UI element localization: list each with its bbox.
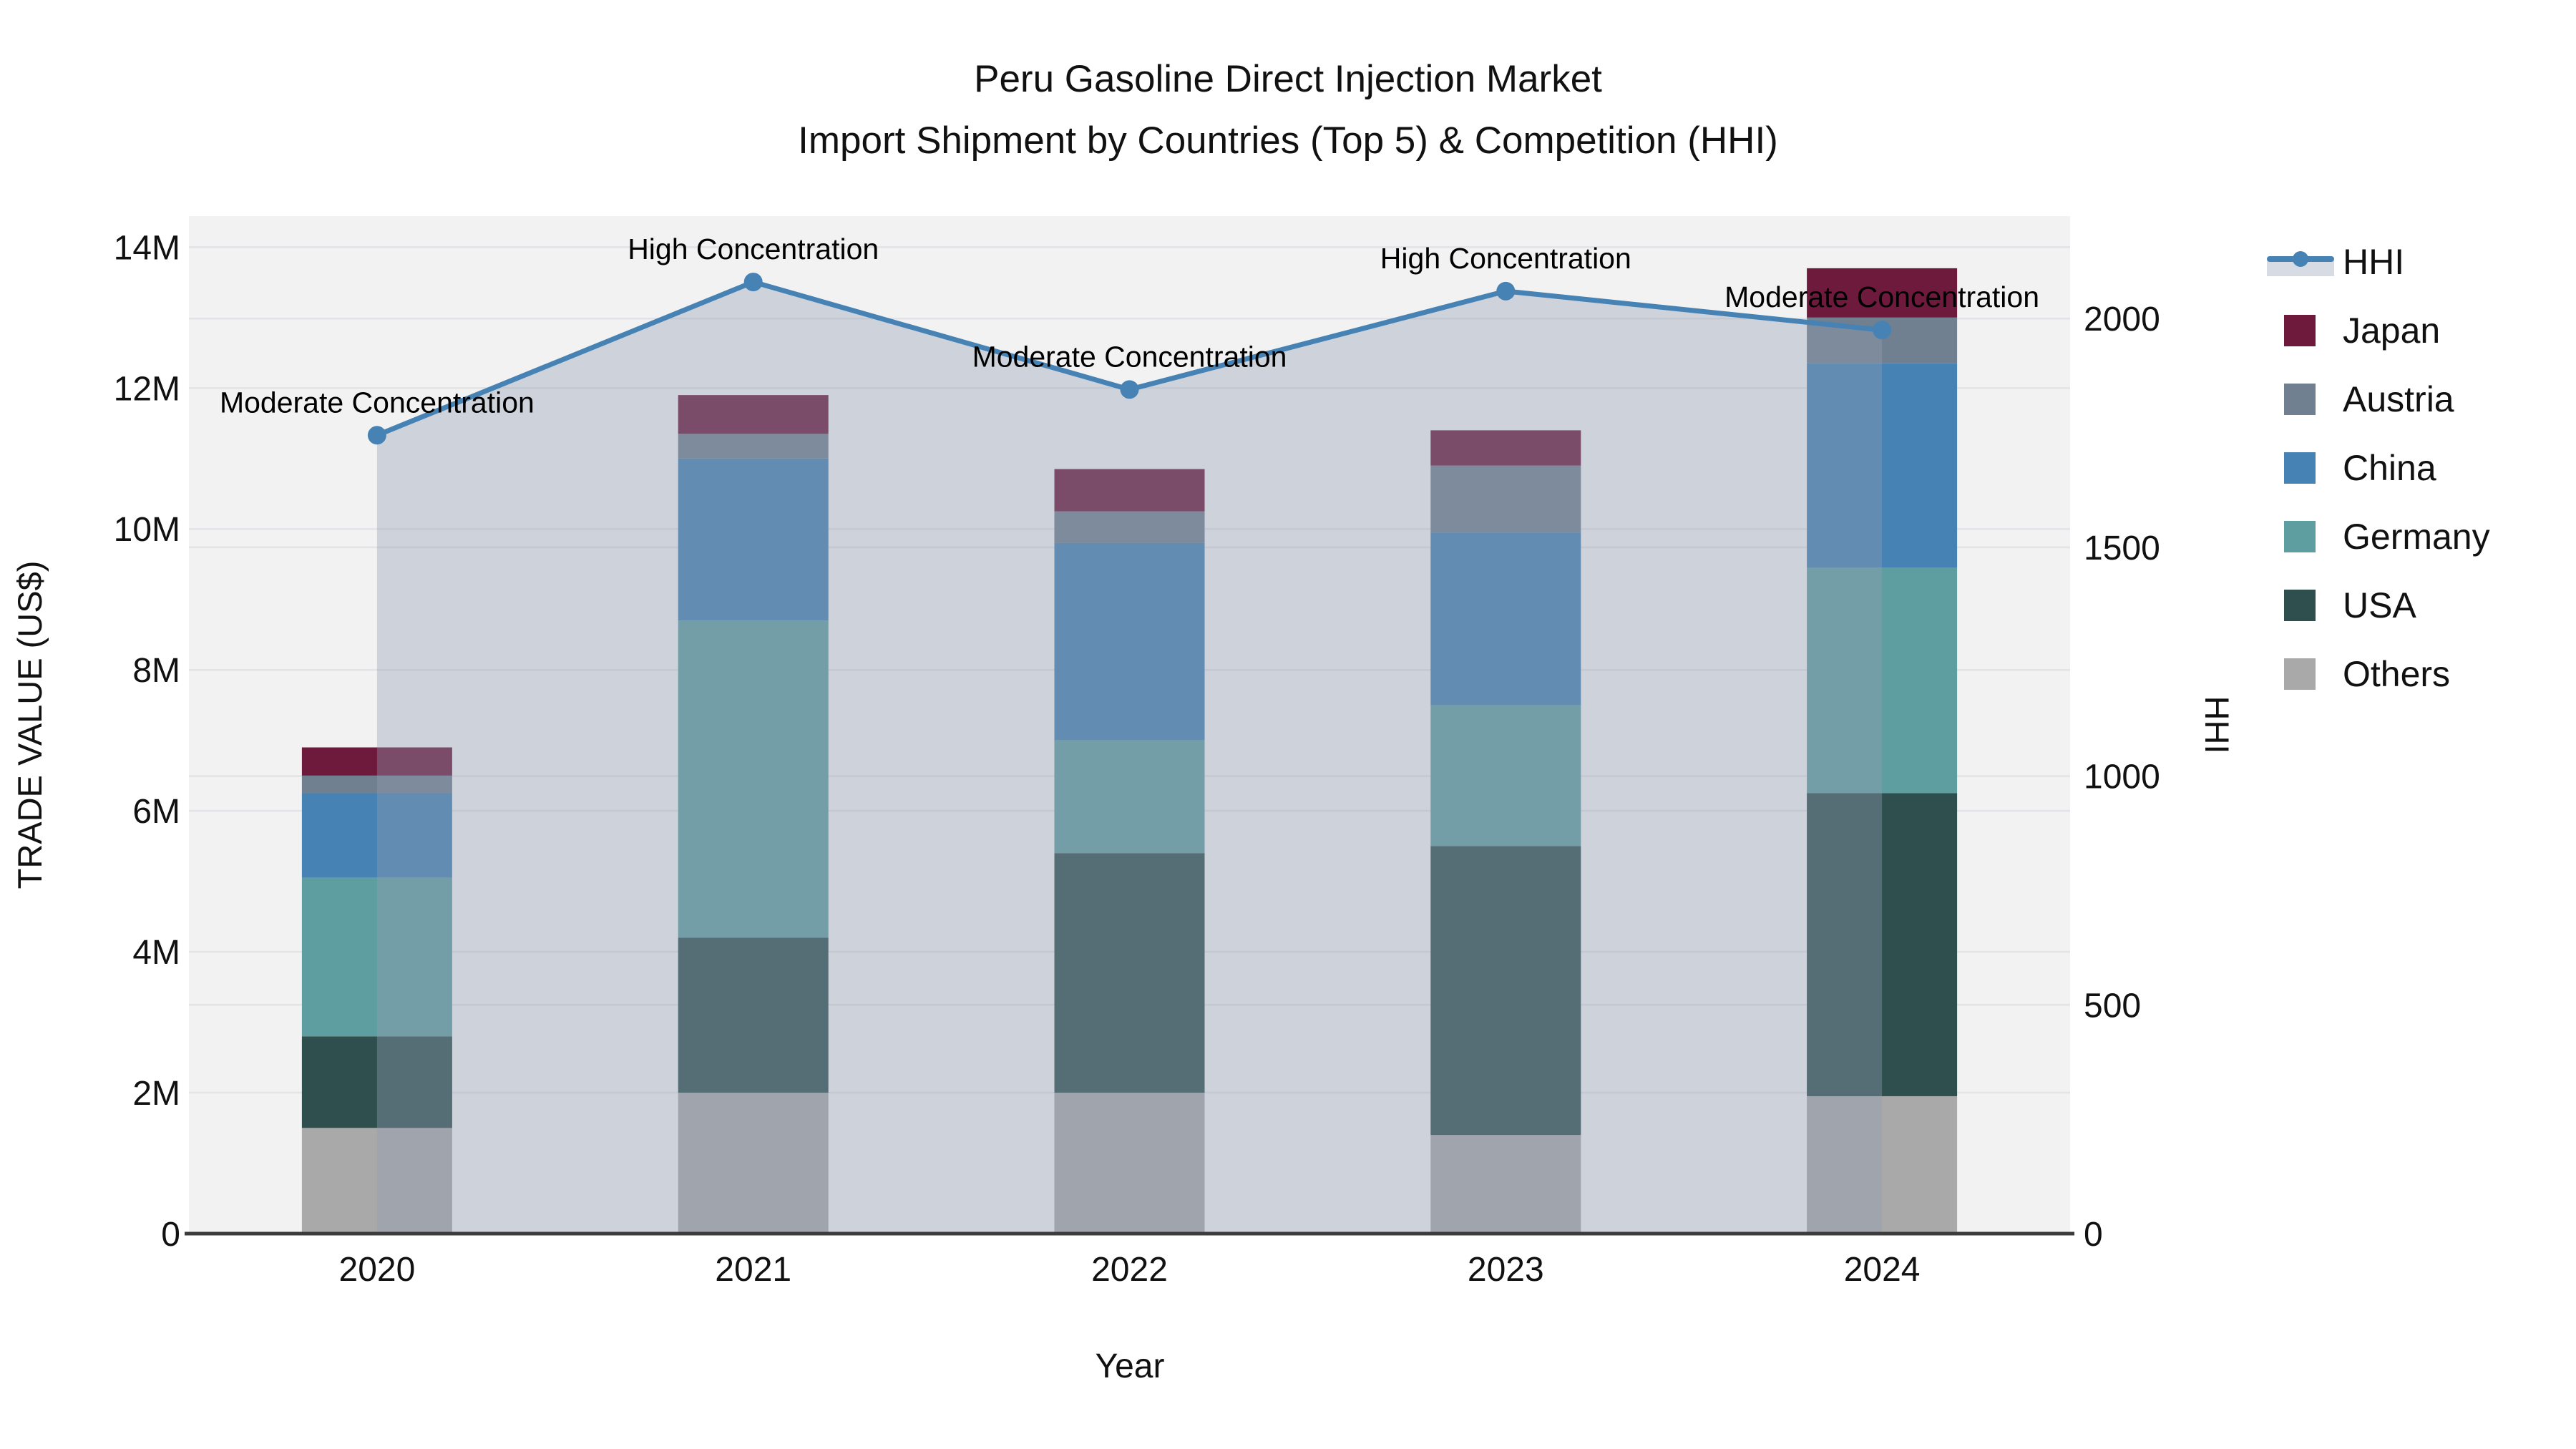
legend-swatch-japan (2284, 315, 2316, 346)
y1-tick-6M: 6M (132, 793, 180, 831)
chart-title-line2: Import Shipment by Countries (Top 5) & C… (798, 119, 1778, 162)
bar-segment-usa-2023[interactable] (1430, 846, 1581, 1136)
bar-segment-china-2020[interactable] (301, 793, 452, 878)
bar-segment-others-2022[interactable] (1054, 1093, 1205, 1234)
legend-label-china: China (2343, 448, 2436, 488)
legend-label-japan: Japan (2343, 311, 2441, 351)
bar-segment-japan-2021[interactable] (678, 395, 829, 434)
legend-label-usa: USA (2343, 585, 2416, 625)
hhi-area (376, 282, 1883, 1234)
bar-segment-china-2023[interactable] (1430, 532, 1581, 706)
x-tick-2023: 2023 (1468, 1251, 1544, 1289)
hhi-marker-2022[interactable] (1120, 380, 1139, 399)
bar-segment-austria-2022[interactable] (1054, 511, 1205, 543)
legend-label-austria: Austria (2343, 379, 2454, 419)
hhi-marker-2023[interactable] (1496, 281, 1516, 301)
legend: HHI Japan Austria China Germany USA Others (2267, 228, 2567, 708)
bar-segment-germany-2023[interactable] (1430, 705, 1581, 847)
x-tick-2024: 2024 (1844, 1251, 1921, 1289)
x-tick-2022: 2022 (1091, 1251, 1168, 1289)
annotation-2024: Moderate Concentration (1724, 280, 2039, 313)
y2-tick-1000: 1000 (2084, 758, 2160, 796)
bar-segment-others-2024[interactable] (1807, 1096, 1958, 1234)
hhi-line-icon (2267, 242, 2334, 282)
y1-tick-12M: 12M (114, 370, 180, 408)
bar-segment-austria-2020[interactable] (301, 775, 452, 794)
legend-item-usa[interactable]: USA (2267, 571, 2567, 640)
bar-segment-austria-2023[interactable] (1430, 465, 1581, 533)
y2-tick-0: 0 (2084, 1216, 2103, 1254)
annotation-2023: High Concentration (1380, 242, 1631, 275)
bar-segment-austria-2021[interactable] (678, 434, 829, 459)
y1-tick-4M: 4M (132, 934, 180, 972)
chart-title: Peru Gasoline Direct Injection Market Im… (0, 49, 2576, 172)
bar-segment-germany-2020[interactable] (301, 877, 452, 1037)
legend-item-china[interactable]: China (2267, 434, 2567, 502)
chart-title-line1: Peru Gasoline Direct Injection Market (974, 58, 1602, 100)
bar-segment-japan-2022[interactable] (1054, 469, 1205, 512)
legend-label-hhi: HHI (2343, 242, 2405, 282)
annotation-2020: Moderate Concentration (220, 386, 535, 419)
legend-label-germany: Germany (2343, 517, 2490, 557)
legend-swatch-china (2284, 452, 2316, 484)
hhi-marker-2024[interactable] (1873, 321, 1892, 340)
bar-segment-others-2020[interactable] (301, 1128, 452, 1234)
bar-segment-germany-2021[interactable] (678, 620, 829, 938)
bar-segment-usa-2020[interactable] (301, 1036, 452, 1128)
bar-segment-usa-2022[interactable] (1054, 853, 1205, 1093)
bar-segment-china-2022[interactable] (1054, 542, 1205, 741)
stacked-bars (301, 268, 1958, 1234)
y1-tick-2M: 2M (132, 1075, 180, 1113)
hhi-marker-2020[interactable] (367, 426, 386, 445)
legend-swatch-germany (2284, 521, 2316, 552)
annotation-2021: High Concentration (628, 233, 879, 265)
legend-swatch-others (2284, 658, 2316, 690)
bar-segment-china-2024[interactable] (1807, 363, 1958, 568)
y-axis-title-right: HHI (2198, 696, 2236, 754)
bar-segment-usa-2021[interactable] (678, 937, 829, 1093)
y1-tick-0: 0 (161, 1216, 180, 1254)
legend-item-others[interactable]: Others (2267, 640, 2567, 708)
legend-item-germany[interactable]: Germany (2267, 502, 2567, 571)
bar-segment-japan-2020[interactable] (301, 747, 452, 776)
x-tick-2021: 2021 (715, 1251, 791, 1289)
legend-item-austria[interactable]: Austria (2267, 365, 2567, 434)
hhi-area-fill (376, 282, 1883, 1234)
y2-tick-1500: 1500 (2084, 530, 2160, 567)
bar-segment-others-2021[interactable] (678, 1093, 829, 1234)
bar-segment-germany-2022[interactable] (1054, 740, 1205, 854)
bar-segment-germany-2024[interactable] (1807, 567, 1958, 794)
bar-segment-china-2021[interactable] (678, 458, 829, 621)
bar-segment-japan-2023[interactable] (1430, 430, 1581, 466)
legend-item-hhi[interactable]: HHI (2267, 228, 2567, 296)
annotation-2022: Moderate Concentration (972, 340, 1287, 373)
hhi-line (367, 273, 1892, 445)
bar-segment-japan-2024[interactable] (1807, 268, 1958, 318)
y2-tick-500: 500 (2084, 987, 2141, 1025)
bar-segment-usa-2024[interactable] (1807, 793, 1958, 1096)
y1-tick-8M: 8M (132, 652, 180, 690)
y-axis-title-left: TRADE VALUE (US$) (11, 561, 49, 889)
x-tick-2020: 2020 (339, 1251, 416, 1289)
y2-tick-2000: 2000 (2084, 301, 2160, 338)
hhi-marker-2021[interactable] (743, 273, 763, 292)
legend-swatch-usa (2284, 590, 2316, 621)
y1-tick-14M: 14M (114, 229, 180, 267)
legend-label-others: Others (2343, 654, 2451, 694)
bar-segment-others-2023[interactable] (1430, 1135, 1581, 1234)
legend-swatch-austria (2284, 384, 2316, 415)
x-axis-title: Year (1096, 1347, 1165, 1385)
annotations: Moderate Concentration High Concentration… (220, 233, 2039, 419)
y1-tick-10M: 10M (114, 511, 180, 549)
legend-item-japan[interactable]: Japan (2267, 296, 2567, 365)
tick-labels: 0 2M 4M 6M 8M 10M 12M 14M 0 500 1000 1500 2000 2020 20… (114, 229, 2160, 1289)
